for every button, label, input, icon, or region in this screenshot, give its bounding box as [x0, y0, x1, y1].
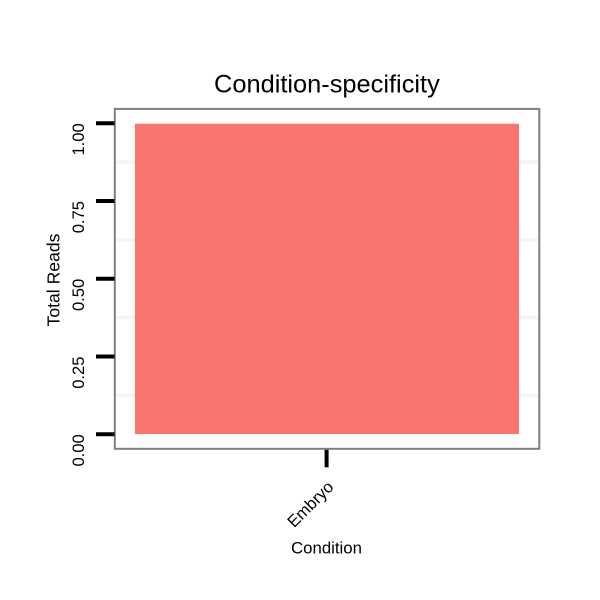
svg-text:0.00: 0.00 — [69, 434, 88, 466]
svg-text:Total Reads: Total Reads — [44, 233, 64, 326]
svg-text:0.25: 0.25 — [69, 357, 88, 389]
svg-text:Condition: Condition — [291, 539, 362, 558]
svg-text:Condition-specificity: Condition-specificity — [214, 71, 440, 99]
svg-text:0.50: 0.50 — [69, 279, 88, 311]
svg-text:0.75: 0.75 — [69, 201, 88, 233]
svg-text:1.00: 1.00 — [69, 123, 88, 155]
